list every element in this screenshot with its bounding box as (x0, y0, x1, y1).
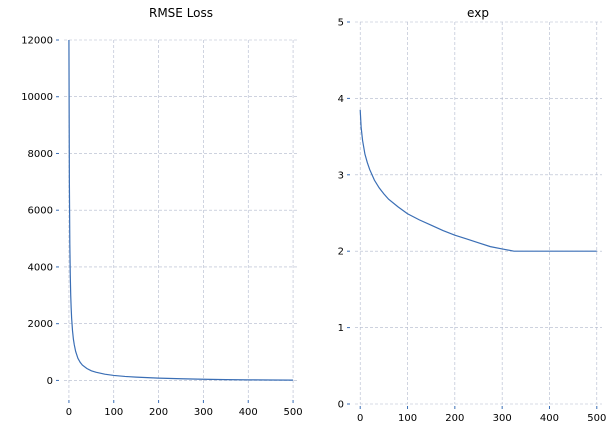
exp-ytick-label: 0 (338, 400, 344, 411)
exp-xtick-label: 400 (540, 413, 559, 424)
exp-ytick-label: 4 (338, 94, 344, 105)
rmse-loss-ytick-label: 6000 (28, 206, 53, 217)
exp-xtick-label: 300 (493, 413, 512, 424)
rmse-loss-xtick-label: 500 (284, 407, 303, 418)
exp-xtick-label: 0 (357, 413, 363, 424)
rmse-loss-xtick-label: 300 (194, 407, 213, 418)
exp-xtick-label: 200 (445, 413, 464, 424)
rmse-loss-ytick-label: 2000 (28, 319, 53, 330)
rmse-loss-xtick-label: 100 (104, 407, 123, 418)
rmse-loss-series-line (68, 39, 294, 381)
rmse-loss-xtick-label: 200 (149, 407, 168, 418)
exp-ytick-label: 2 (338, 247, 344, 258)
exp-xtick-label: 100 (398, 413, 417, 424)
exp-ytick-label: 1 (338, 323, 344, 334)
exp-ytick-label: 5 (338, 18, 344, 29)
rmse-loss-xtick-label: 0 (66, 407, 72, 418)
exp-ytick-label: 3 (338, 170, 344, 181)
rmse-loss-xtick-label: 400 (239, 407, 258, 418)
rmse-loss-ytick-label: 10000 (21, 92, 53, 103)
rmse-loss-ytick-label: 0 (47, 376, 53, 387)
exp-xtick-label: 500 (587, 413, 606, 424)
exp-title: exp (467, 6, 489, 20)
rmse-loss-title: RMSE Loss (149, 6, 213, 20)
rmse-loss-ytick-label: 4000 (28, 262, 53, 273)
rmse-loss-ytick-label: 8000 (28, 149, 53, 160)
exp-series-line (359, 109, 597, 252)
rmse-loss-ytick-label: 12000 (21, 36, 53, 47)
rmse-loss-panel: RMSE Loss 0 100 200 300 400 500 0 2000 4000 6000 8… (21, 6, 302, 418)
exp-panel: exp 0 100 200 300 400 500 0 1 2 3 4 5 (338, 6, 607, 424)
